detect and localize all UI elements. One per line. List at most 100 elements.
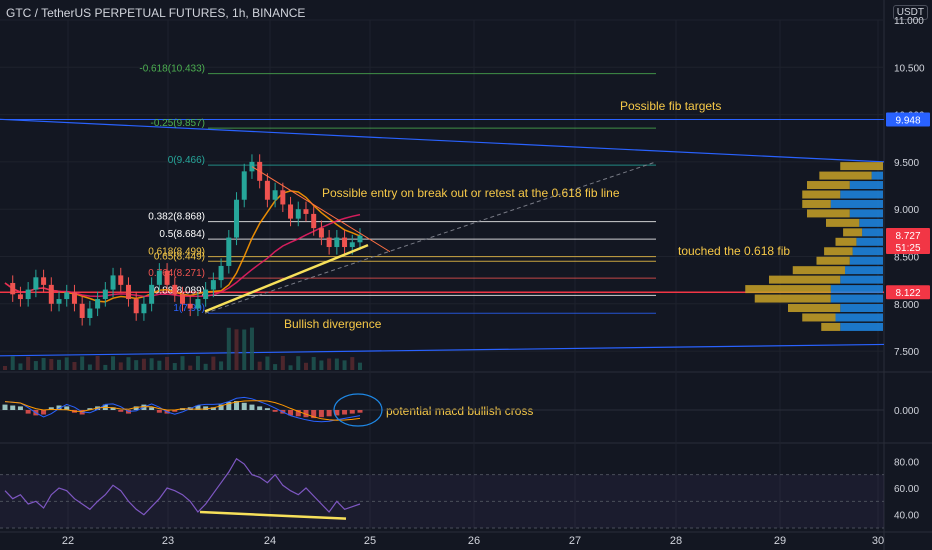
support-trendline-yellow [204,243,369,313]
price-badge-label: 8.727 [895,231,920,242]
volume-profile-sell [862,228,883,237]
candle-body [110,275,116,290]
rsi-band [0,474,884,528]
candle-body [156,270,162,285]
volume-profile-buy [824,247,853,256]
candle-body [95,299,101,309]
price-badge[interactable] [886,112,930,127]
volume-profile-buy [745,285,831,294]
volume-profile-sell [859,218,883,227]
candle-body [149,284,155,304]
macd-histogram-bar [303,410,309,418]
volume-bar [57,359,62,370]
date-tick-label: 24 [264,535,276,547]
volume-profile-buy [819,171,872,180]
macd-histogram-bar [133,406,139,410]
fib-level-label: 1(7.90) [173,303,205,314]
candle-body [349,242,355,248]
macd-histogram-bar [218,404,224,410]
candle-body [164,270,170,285]
rsi-tick-label: 80.00 [894,457,919,468]
candle-body [180,294,185,304]
candle-body [133,299,139,314]
volume-bar [72,362,77,370]
date-tick-label: 22 [62,535,74,547]
rsi-line [4,457,361,516]
volume-profile-buy [788,304,841,313]
volume-bar [334,358,339,370]
volume-profile-buy [802,313,836,322]
date-tick-label: 26 [468,535,480,547]
candle-body [334,237,340,248]
price-tick-label: 8.500 [894,252,919,263]
annotation-text: Possible entry on break out or retest at… [322,186,620,200]
date-tick-label: 28 [670,535,682,547]
price-badge[interactable] [886,228,930,243]
volume-bar [188,365,193,370]
fib-level-label: 0.382(8.868) [148,212,205,223]
macd-histogram-bar [334,410,340,416]
volume-bar [273,364,278,370]
volume-bar [327,358,332,370]
volume-bar [165,356,170,370]
macd-histogram-bar [110,407,116,410]
volume-bar [226,327,231,370]
downtrend-line [251,166,391,253]
volume-bar [26,356,31,370]
candle-body [264,180,270,200]
candle-body [102,289,108,300]
volume-bar [350,357,355,370]
volume-profile-buy [843,228,863,237]
rsi-tick-label: 40.00 [894,511,919,522]
volume-profile-buy [816,256,850,265]
candle-body [318,228,324,238]
macd-histogram-bar [295,410,301,417]
volume-profile-buy [802,190,841,199]
annotation-text: touched the 0.618 fib [678,244,790,258]
volume-bar [18,363,23,370]
price-badge[interactable] [886,240,930,255]
price-tick-label: 8.000 [894,300,919,311]
volume-profile-buy [840,162,883,171]
volume-bar [358,362,362,370]
volume-bar [195,356,200,370]
macd-histogram-bar [234,401,240,410]
volume-profile-sell [871,171,883,180]
volume-bar [211,356,216,370]
volume-bar [280,356,285,370]
macd-histogram-bar [172,410,178,412]
volume-profile-buy [807,181,850,190]
volume-bar [49,359,54,370]
fib-level-label: 0.764(8.271) [148,268,205,279]
volume-bar [103,364,108,370]
projection-dashed-line [204,161,657,314]
volume-profile-sell [840,190,883,199]
volume-profile-buy [769,275,841,284]
candle-body [71,292,77,304]
volume-profile-buy [821,322,841,331]
volume-bar [95,356,100,370]
candle-body [172,284,178,295]
candle-body [326,237,332,248]
price-tick-label: 10.500 [894,63,925,74]
volume-bar [87,364,92,370]
price-badge[interactable] [886,285,930,300]
volume-bar [149,358,154,370]
macd-histogram-bar [264,408,270,410]
candle-body [64,292,70,300]
volume-bar [234,329,239,370]
macd-histogram-bar [349,410,355,414]
date-tick-label: 29 [774,535,786,547]
fib-level-label: 0(9.466) [168,155,205,166]
resistance-trendline [0,118,885,163]
volume-bar [288,365,293,370]
candle-body [357,235,363,243]
candle-body [118,275,124,285]
macd-histogram-bar [226,401,232,410]
volume-bar [180,356,185,370]
macd-histogram-bar [318,410,324,418]
volume-bar [242,329,247,370]
candle-body [280,190,286,205]
currency-badge[interactable]: USDT [892,5,928,20]
